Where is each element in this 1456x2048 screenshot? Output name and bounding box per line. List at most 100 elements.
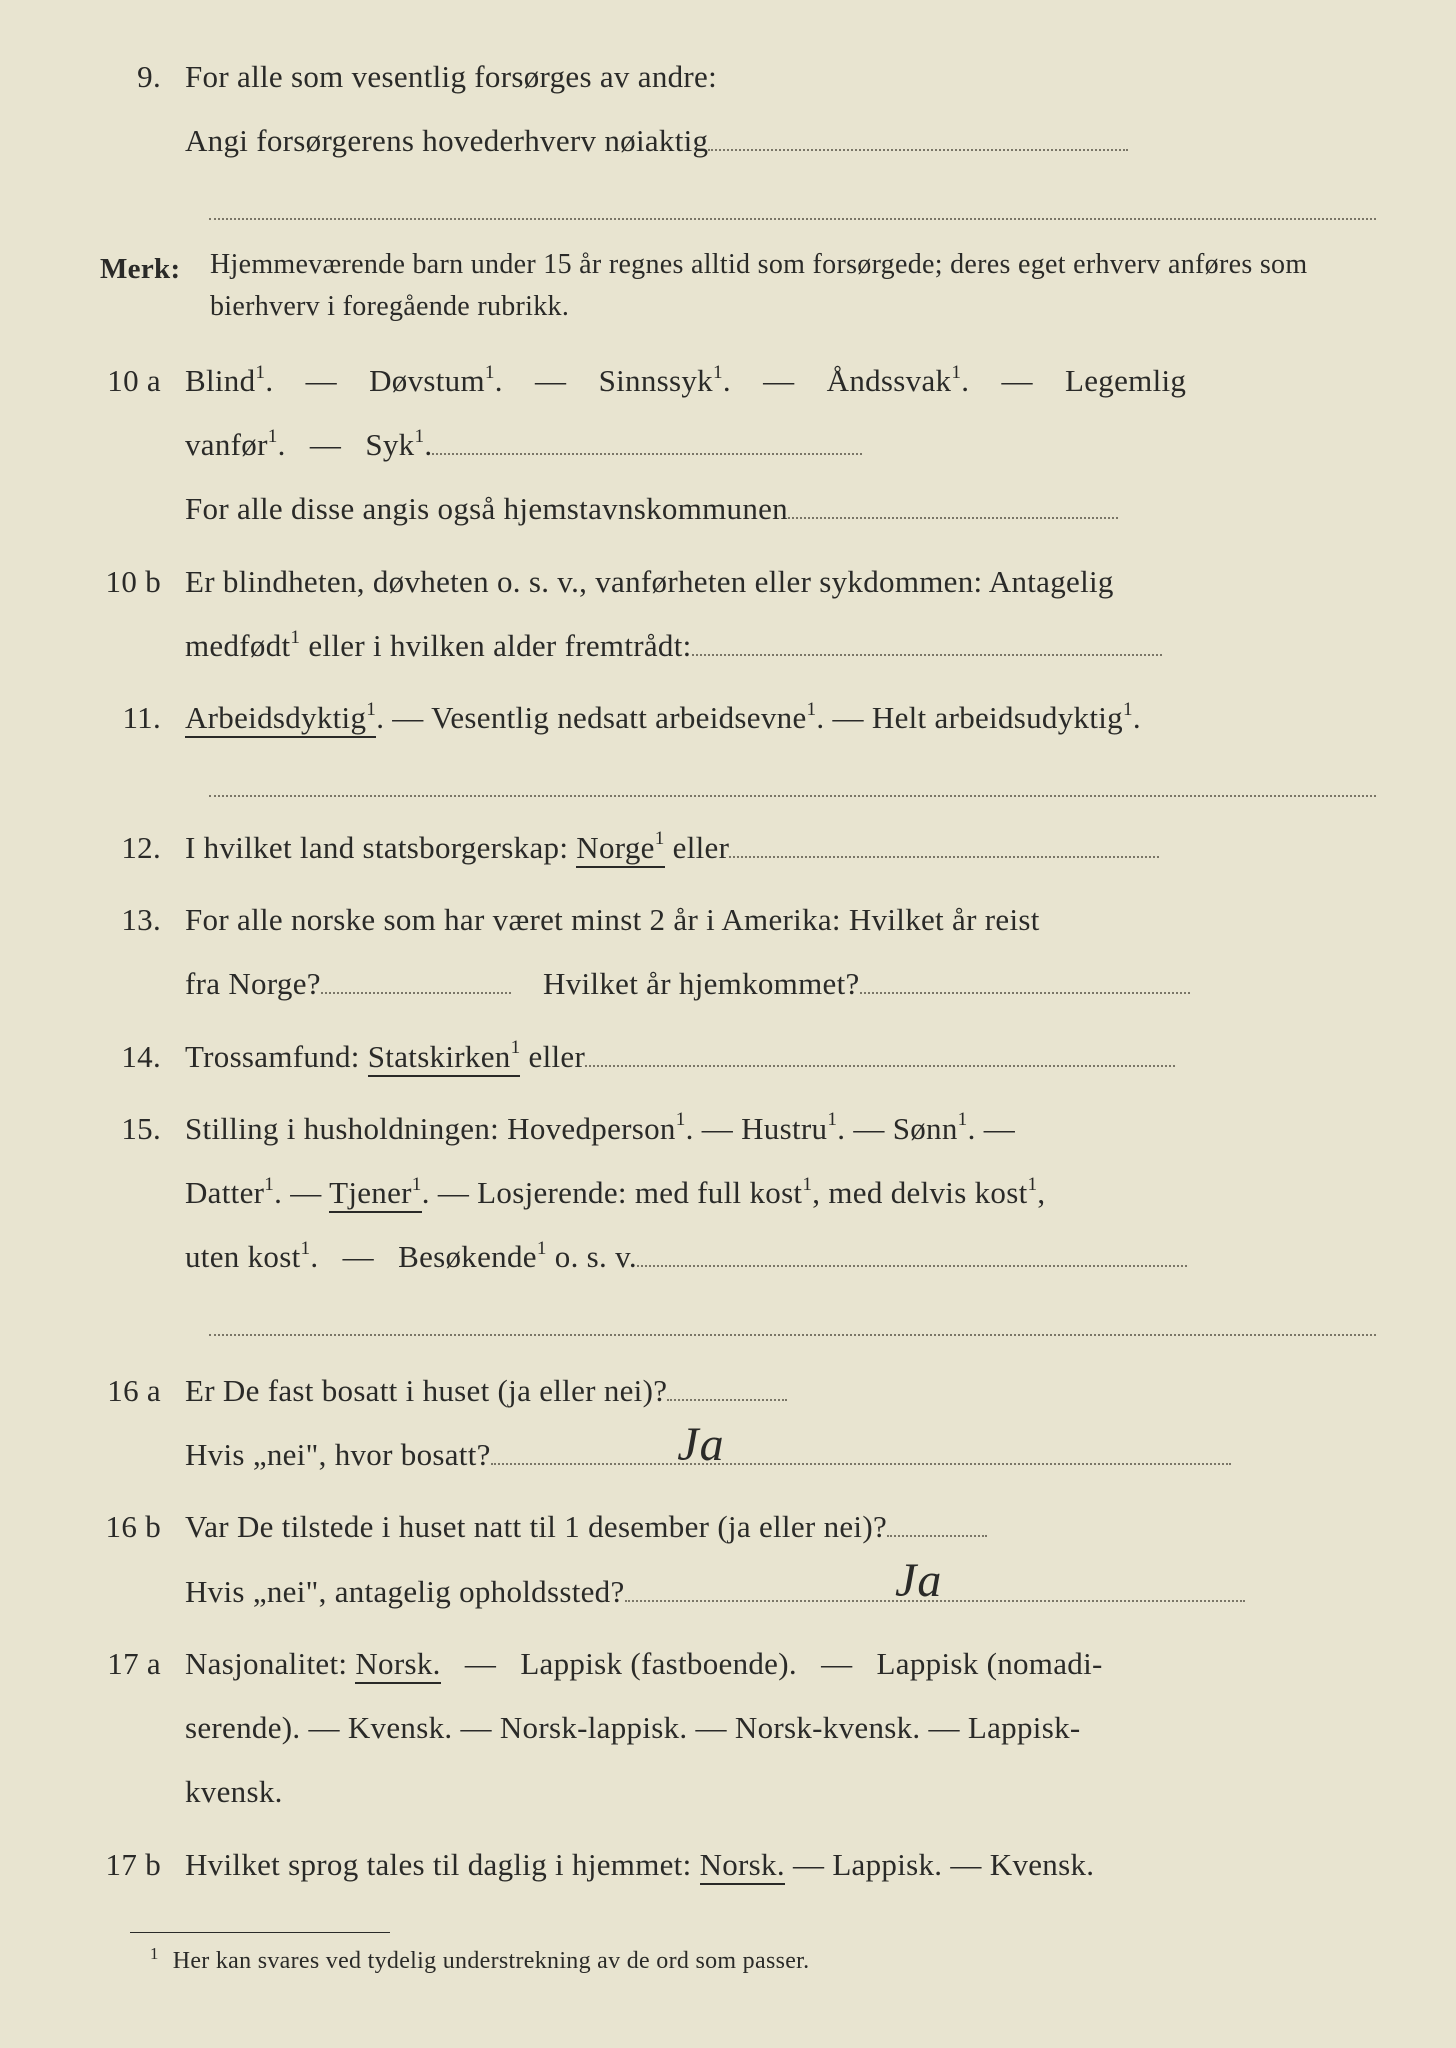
q17a-line3: kvensk. [185, 1765, 1376, 1819]
fill-line[interactable] [432, 453, 862, 455]
handwritten-ja: Ja [891, 1539, 946, 1541]
opt-lappisk-nom-a: Lappisk (nomadi- [877, 1646, 1103, 1681]
fill-line-full[interactable] [209, 1293, 1376, 1336]
opt-uten: uten kost1. [185, 1239, 318, 1274]
fill-line[interactable] [491, 1463, 1231, 1465]
q16b-line2: Hvis „nei", antagelig opholdssted? [185, 1565, 1376, 1619]
opt-andssvak: Åndssvak1. [827, 363, 970, 398]
question-9: 9. For alle som vesentlig forsørges av a… [100, 50, 1376, 169]
question-17a: 17 a Nasjonalitet: Norsk. — Lappisk (fas… [100, 1637, 1376, 1820]
q16a-line1: Er De fast bosatt i huset (ja eller nei)… [185, 1364, 1376, 1418]
opt-arbeidsdyktig-selected[interactable]: Arbeidsdyktig1 [185, 700, 376, 738]
question-16b: 16 b Var De tilstede i huset natt til 1 … [100, 1500, 1376, 1619]
opt-statskirken-selected[interactable]: Statskirken1 [368, 1039, 521, 1077]
q10b-line2: medfødt1 eller i hvilken alder fremtrådt… [185, 619, 1376, 673]
fill-line[interactable] [692, 654, 1162, 656]
q15-body: Stilling i husholdningen: Hovedperson1. … [185, 1102, 1376, 1285]
q17b-body: Hvilket sprog tales til daglig i hjemmet… [185, 1838, 1376, 1892]
q12-number: 12. [100, 821, 185, 875]
opt-vanfor: vanfør1. [185, 427, 286, 462]
question-13: 13. For alle norske som har været minst … [100, 893, 1376, 1012]
q9-number: 9. [100, 50, 185, 169]
opt-hovedperson: Hovedperson1. [507, 1111, 694, 1146]
question-10a: 10 a Blind1. — Døvstum1. — Sinnssyk1. — … [100, 354, 1376, 537]
opt-norsk-lappisk: Norsk-lappisk. [500, 1710, 688, 1745]
q13-line1: For alle norske som har været minst 2 år… [185, 893, 1376, 947]
opt-blind: Blind1. [185, 363, 273, 398]
answer-field[interactable]: Ja [887, 1535, 987, 1537]
question-15: 15. Stilling i husholdningen: Hovedperso… [100, 1102, 1376, 1285]
opt-norsk-lang-selected[interactable]: Norsk. [700, 1847, 785, 1885]
opt-besokende: Besøkende1 [398, 1239, 547, 1274]
q16a-body: Er De fast bosatt i huset (ja eller nei)… [185, 1364, 1376, 1483]
fill-line[interactable] [585, 1065, 1175, 1067]
question-11: 11. Arbeidsdyktig1. — Vesentlig nedsatt … [100, 691, 1376, 745]
q10b-number: 10 b [100, 555, 185, 674]
opt-norge-selected[interactable]: Norge1 [576, 830, 664, 868]
q15-line2: Datter1. — Tjener1. — Losjerende: med fu… [185, 1166, 1376, 1220]
opt-legemlig: Legemlig [1065, 363, 1186, 398]
q14-number: 14. [100, 1030, 185, 1084]
q9-line1: For alle som vesentlig forsørges av andr… [185, 50, 1376, 104]
footnote-mark: 1 [150, 1944, 159, 1963]
opt-tjener-selected[interactable]: Tjener1 [329, 1175, 422, 1213]
opt-norsk-selected[interactable]: Norsk. [355, 1646, 440, 1684]
q10a-line1: Blind1. — Døvstum1. — Sinnssyk1. — Åndss… [185, 354, 1376, 408]
fill-line[interactable] [708, 149, 1128, 151]
opt-lappisk-fast: Lappisk (fastboende). [520, 1646, 797, 1681]
q16b-body: Var De tilstede i huset natt til 1 desem… [185, 1500, 1376, 1619]
fill-line[interactable] [860, 992, 1190, 994]
merk-note: Merk: Hjemmeværende barn under 15 år reg… [100, 244, 1376, 328]
opt-kvensk: Kvensk. [348, 1710, 453, 1745]
opt-nedsatt: Vesentlig nedsatt arbeidsevne1. [431, 700, 824, 735]
opt-lappisk-kvensk-a: Lappisk- [968, 1710, 1081, 1745]
q16b-line1: Var De tilstede i huset natt til 1 desem… [185, 1500, 1376, 1554]
answer-field[interactable]: Ja [667, 1399, 787, 1401]
census-form-page: 9. For alle som vesentlig forsørges av a… [100, 50, 1376, 1982]
q10a-line3: For alle disse angis også hjemstavnskomm… [185, 482, 1376, 536]
q17a-line1: Nasjonalitet: Norsk. — Lappisk (fastboen… [185, 1637, 1376, 1691]
q12-body: I hvilket land statsborgerskap: Norge1 e… [185, 821, 1376, 875]
q11-number: 11. [100, 691, 185, 745]
fill-line-full[interactable] [209, 177, 1376, 220]
q11-body: Arbeidsdyktig1. — Vesentlig nedsatt arbe… [185, 691, 1376, 745]
question-16a: 16 a Er De fast bosatt i huset (ja eller… [100, 1364, 1376, 1483]
question-12: 12. I hvilket land statsborgerskap: Norg… [100, 821, 1376, 875]
merk-text: Hjemmeværende barn under 15 år regnes al… [210, 244, 1376, 328]
fill-line[interactable] [788, 517, 1118, 519]
opt-hustru: Hustru1. [741, 1111, 845, 1146]
footnote-rule [130, 1932, 390, 1933]
opt-lappisk-lang: Lappisk. [832, 1847, 942, 1882]
q17b-number: 17 b [100, 1838, 185, 1892]
q13-line2: fra Norge? Hvilket år hjemkommet? [185, 957, 1376, 1011]
opt-datter: Datter1. [185, 1175, 282, 1210]
opt-delvis: med delvis kost1, [828, 1175, 1045, 1210]
fill-line[interactable] [637, 1265, 1187, 1267]
question-14: 14. Trossamfund: Statskirken1 eller [100, 1030, 1376, 1084]
q9-line2: Angi forsørgerens hovederhverv nøiaktig [185, 114, 1376, 168]
footnote: 1Her kan svares ved tydelig understrekni… [150, 1939, 1376, 1982]
q10a-number: 10 a [100, 354, 185, 537]
q16a-line2: Hvis „nei", hvor bosatt? [185, 1428, 1376, 1482]
q14-body: Trossamfund: Statskirken1 eller [185, 1030, 1376, 1084]
opt-syk: Syk1. [365, 427, 432, 462]
question-10b: 10 b Er blindheten, døvheten o. s. v., v… [100, 555, 1376, 674]
q15-line3: uten kost1. — Besøkende1 o. s. v. [185, 1230, 1376, 1284]
fill-line[interactable] [321, 992, 511, 994]
q13-body: For alle norske som har været minst 2 år… [185, 893, 1376, 1012]
q10b-body: Er blindheten, døvheten o. s. v., vanfør… [185, 555, 1376, 674]
q10b-line1: Er blindheten, døvheten o. s. v., vanfør… [185, 555, 1376, 609]
fill-line-full[interactable] [209, 753, 1376, 796]
q17a-body: Nasjonalitet: Norsk. — Lappisk (fastboen… [185, 1637, 1376, 1820]
q10a-line2: vanfør1. — Syk1. [185, 418, 1376, 472]
merk-label: Merk: [100, 244, 210, 328]
q17a-number: 17 a [100, 1637, 185, 1820]
opt-kvensk-lang: Kvensk. [990, 1847, 1095, 1882]
q15-line1: Stilling i husholdningen: Hovedperson1. … [185, 1102, 1376, 1156]
q9-line2-text: Angi forsørgerens hovederhverv nøiaktig [185, 123, 708, 158]
opt-sinnssyk: Sinnssyk1. [599, 363, 731, 398]
q10a-body: Blind1. — Døvstum1. — Sinnssyk1. — Åndss… [185, 354, 1376, 537]
q16a-number: 16 a [100, 1364, 185, 1483]
opt-losjerende: Losjerende: med full kost1, [477, 1175, 820, 1210]
fill-line[interactable] [729, 856, 1159, 858]
